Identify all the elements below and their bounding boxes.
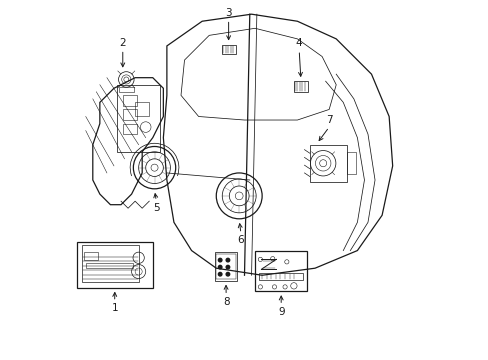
Bar [117, 85, 160, 152]
Text: 1: 1 [111, 303, 118, 314]
Circle shape [218, 273, 222, 276]
Text: 7: 7 [325, 115, 332, 125]
Text: 8: 8 [223, 297, 229, 307]
Text: 9: 9 [277, 307, 284, 317]
Text: 5: 5 [153, 203, 159, 213]
Text: 3: 3 [225, 8, 231, 18]
Bar [309, 145, 346, 182]
Bar [216, 254, 235, 279]
Bar [122, 109, 137, 120]
Bar [255, 251, 306, 291]
Text: 6: 6 [237, 235, 244, 246]
Bar [135, 102, 149, 117]
Bar [118, 87, 134, 92]
Bar [293, 81, 308, 92]
Circle shape [225, 258, 229, 262]
Bar [221, 45, 235, 54]
Bar [84, 252, 98, 260]
Circle shape [225, 273, 229, 276]
Circle shape [218, 265, 222, 269]
Bar [122, 123, 137, 134]
Circle shape [225, 265, 229, 269]
Bar [85, 262, 133, 268]
Circle shape [218, 258, 222, 262]
Bar [214, 252, 237, 280]
Bar [122, 95, 137, 106]
Text: 2: 2 [119, 38, 126, 48]
Bar [77, 242, 152, 288]
Bar [82, 245, 139, 282]
Bar [258, 274, 303, 280]
Text: 4: 4 [295, 39, 302, 48]
Bar [346, 152, 355, 174]
